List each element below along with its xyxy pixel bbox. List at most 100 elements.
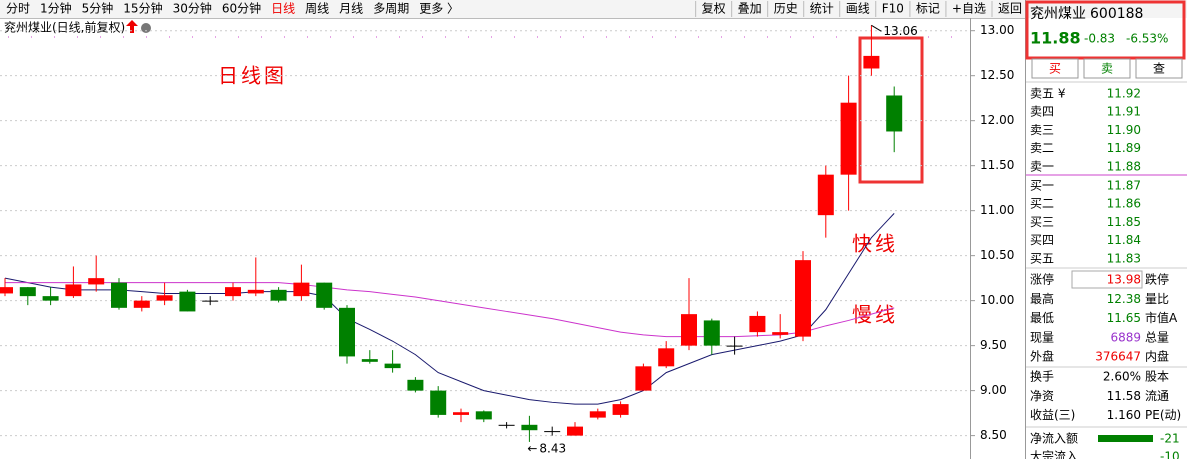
candle-body <box>65 284 82 297</box>
candle-body <box>612 404 629 415</box>
stats-cell: 11.65 <box>1107 311 1141 325</box>
bids-cell: 11.84 <box>1107 233 1141 247</box>
candle-body <box>339 307 355 357</box>
period-tab[interactable]: 1分钟 <box>40 1 72 16</box>
trade-button[interactable] <box>1031 58 1079 79</box>
candle-body <box>726 345 743 347</box>
y-tick-label: 13.00 <box>980 23 1014 37</box>
period-tab[interactable]: 月线 <box>339 2 363 16</box>
candle-body <box>658 348 675 367</box>
candle-body <box>498 424 515 426</box>
y-tick-label: 9.00 <box>980 383 1007 397</box>
tool-button[interactable]: 历史 <box>774 2 798 16</box>
pointer <box>871 24 882 32</box>
stats-cell: 量比 <box>1145 292 1169 306</box>
candle-body <box>886 95 903 132</box>
candle-body <box>270 289 287 301</box>
trade-button-label[interactable]: 卖 <box>1101 62 1113 76</box>
candle-body <box>384 363 401 369</box>
candle-body <box>453 412 469 415</box>
stock-code: 600188 <box>1090 6 1143 22</box>
stock-name: 兖州煤业 <box>1030 6 1086 22</box>
bids-cell: 买三 <box>1030 215 1054 229</box>
bids-cell: 11.86 <box>1107 197 1141 211</box>
bids-cell: 11.87 <box>1107 179 1141 193</box>
asks-cell: 11.91 <box>1107 105 1141 119</box>
stats2-cell: 2.60% <box>1103 370 1141 384</box>
asks-cell: 卖五 ¥ <box>1030 87 1066 101</box>
candle-body <box>521 424 538 431</box>
stats-cell: 涨停 <box>1030 272 1054 287</box>
chart-title: 兖州煤业(日线,前复权) <box>4 20 125 35</box>
candle-body <box>293 282 310 297</box>
price: 11.88 <box>1030 29 1081 48</box>
tool-button[interactable]: +自选 <box>952 2 986 16</box>
change-pct: -6.53% <box>1126 32 1168 46</box>
candle-body <box>407 379 424 391</box>
tool-button[interactable]: 返回 <box>998 2 1022 16</box>
bids-cell: 11.83 <box>1107 251 1141 265</box>
ma-line <box>4 213 895 405</box>
tool-button[interactable]: 标记 <box>916 2 940 16</box>
period-tab[interactable]: 60分钟 <box>222 1 261 16</box>
candle-body <box>635 366 652 391</box>
period-tab[interactable]: 周线 <box>305 2 329 16</box>
high-label: 13.06 <box>883 24 917 38</box>
candle-body <box>681 314 697 346</box>
trade-button[interactable] <box>1135 58 1183 79</box>
stats2-cell: 收益(三) <box>1030 408 1075 422</box>
tool-button[interactable]: 统计 <box>810 2 834 16</box>
candle-body <box>225 287 241 297</box>
flow-bar <box>1098 435 1153 442</box>
period-tab[interactable]: 更多 〉 <box>419 2 459 16</box>
trade-button-label[interactable]: 查 <box>1153 62 1165 76</box>
stats2-cell: 股本 <box>1145 370 1169 384</box>
bids-cell: 买五 <box>1030 251 1054 265</box>
stats2-cell: 11.58 <box>1107 389 1141 403</box>
limit-box <box>1071 270 1143 289</box>
bids-cell: 买一 <box>1030 179 1054 193</box>
highlight-box <box>858 36 924 184</box>
highlight-box <box>1025 0 1186 60</box>
tool-button[interactable]: 复权 <box>702 2 726 16</box>
trade-button[interactable] <box>1083 58 1131 79</box>
period-tab[interactable]: 15分钟 <box>123 1 162 16</box>
asks-cell: 卖一 <box>1030 159 1054 173</box>
candle-body <box>133 300 150 308</box>
low-label: 8.43 <box>539 441 566 455</box>
period-tab[interactable]: 5分钟 <box>82 1 114 16</box>
up-icon <box>126 20 138 33</box>
period-tab[interactable]: 日线 <box>271 2 295 16</box>
y-tick-label: 12.00 <box>980 113 1014 127</box>
stats-cell: 外盘 <box>1030 349 1054 364</box>
candle-body <box>863 55 880 69</box>
stats-cell: 最高 <box>1030 291 1054 306</box>
candle-body <box>88 278 105 285</box>
bids-cell: 买四 <box>1030 233 1054 247</box>
period-tab[interactable]: 多周期 <box>373 2 409 16</box>
period-tab[interactable]: 分时 <box>6 2 30 16</box>
dropdown-icon[interactable] <box>141 23 151 33</box>
stats2-cell: 换手 <box>1030 370 1054 384</box>
stats2-cell: 净资 <box>1030 389 1054 403</box>
period-tab[interactable]: 30分钟 <box>173 1 212 16</box>
y-tick-label: 12.50 <box>980 68 1014 82</box>
tool-button[interactable]: 画线 <box>846 2 870 16</box>
candle-body <box>202 300 219 302</box>
candle-body <box>567 426 583 436</box>
series-label: 慢线 <box>852 303 898 327</box>
trade-button-label[interactable]: 买 <box>1049 62 1061 76</box>
asks-cell: 11.90 <box>1107 123 1141 137</box>
candle-body <box>42 296 59 301</box>
candle-body <box>156 295 173 301</box>
candle-body <box>475 411 492 420</box>
stats-cell: 内盘 <box>1145 349 1169 364</box>
stats2-cell: 流通 <box>1145 389 1169 403</box>
flows-cell: -21 <box>1160 432 1180 446</box>
tool-button[interactable]: 叠加 <box>738 2 762 16</box>
bids-cell: 11.85 <box>1107 215 1141 229</box>
tool-button[interactable]: F10 <box>882 2 904 16</box>
flows-cell: 大宗流入 <box>1030 449 1078 460</box>
candle-body <box>111 282 127 308</box>
asks-cell: 11.89 <box>1107 141 1141 155</box>
